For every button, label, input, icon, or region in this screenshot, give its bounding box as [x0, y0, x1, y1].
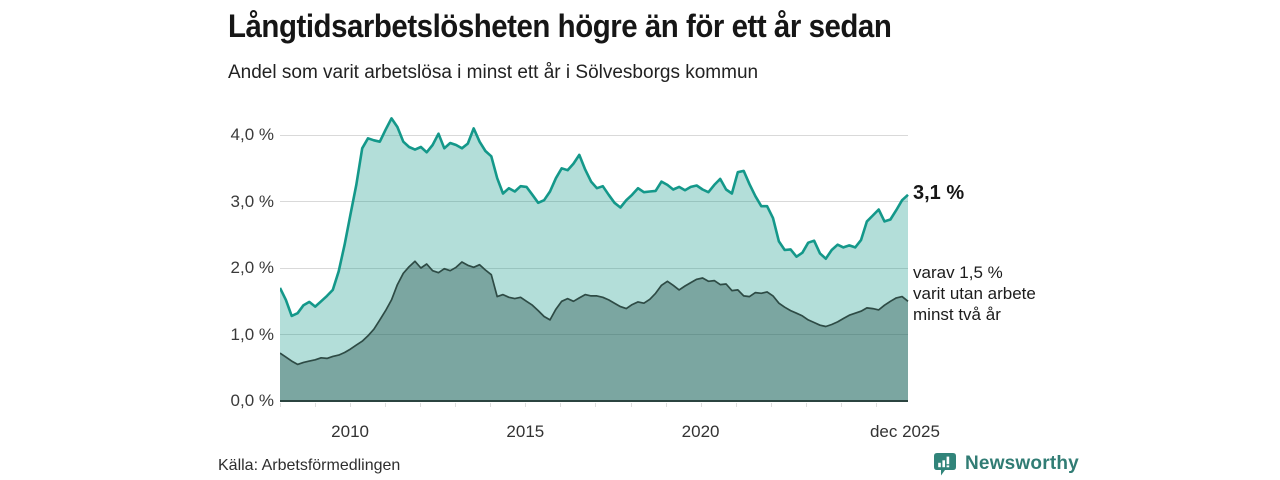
x-axis-minor-tick: [280, 403, 281, 407]
newsworthy-badge-icon: [934, 453, 956, 476]
gridline: [280, 201, 908, 202]
end-label-2year-line1: varav 1,5 %: [913, 263, 1003, 282]
x-axis-tick-label: 2015: [506, 422, 545, 441]
source-credit: Källa: Arbetsförmedlingen: [218, 457, 401, 474]
x-axis-minor-tick: [490, 403, 492, 407]
chart-subtitle: Andel som varit arbetslösa i minst ett å…: [228, 62, 759, 83]
x-axis-minor-tick: [350, 403, 352, 407]
area-chart: [280, 117, 909, 402]
brand-wordmark: Newsworthy: [965, 453, 1079, 474]
x-axis-minor-tick: [455, 403, 457, 407]
x-axis-minor-tick: [385, 403, 387, 407]
x-axis-minor-tick: [875, 403, 877, 407]
y-axis-tick-label: 2,0 %: [230, 258, 274, 277]
x-axis-minor-tick: [630, 403, 632, 407]
x-axis-minor-tick: [420, 403, 422, 407]
x-axis-minor-tick: [560, 403, 562, 407]
line-unemployed-2year: [280, 260, 909, 366]
x-axis-minor-tick: [525, 403, 527, 407]
x-axis-minor-tick: [315, 403, 317, 407]
gridline: [280, 334, 908, 335]
y-axis-tick-label: 0,0 %: [230, 391, 274, 410]
line-unemployed-1year: [280, 117, 909, 318]
x-axis-minor-tick: [665, 403, 667, 407]
end-label-2year-line2: varit utan arbete: [913, 284, 1036, 303]
x-axis-tick-label: 2020: [681, 422, 720, 441]
x-axis-minor-tick: [735, 403, 737, 407]
x-axis-minor-tick: [770, 403, 772, 407]
brand-logo: Newsworthy: [932, 451, 1079, 477]
x-axis-tick-label: dec 2025: [869, 422, 940, 441]
end-label-2year: varav 1,5 % varit utan arbete minst två …: [913, 262, 1036, 325]
end-label-2year-line3: minst två år: [913, 305, 1001, 324]
gridline: [280, 134, 908, 136]
y-axis-tick-label: 1,0 %: [230, 324, 274, 344]
x-axis-minor-tick: [805, 403, 807, 407]
y-axis-tick-label: 4,0 %: [230, 125, 274, 144]
end-label-1year: 3,1 %: [913, 182, 965, 204]
x-axis-baseline: [280, 400, 908, 402]
gridline: [280, 267, 908, 269]
x-axis-minor-tick: [840, 403, 842, 407]
x-axis-tick-label: 2010: [331, 422, 370, 441]
y-axis-tick-label: 3,0 %: [230, 191, 274, 211]
x-axis-minor-tick: [700, 403, 702, 407]
chart-title: Långtidsarbetslösheten högre än för ett …: [228, 8, 892, 44]
x-axis-minor-tick: [595, 403, 597, 407]
